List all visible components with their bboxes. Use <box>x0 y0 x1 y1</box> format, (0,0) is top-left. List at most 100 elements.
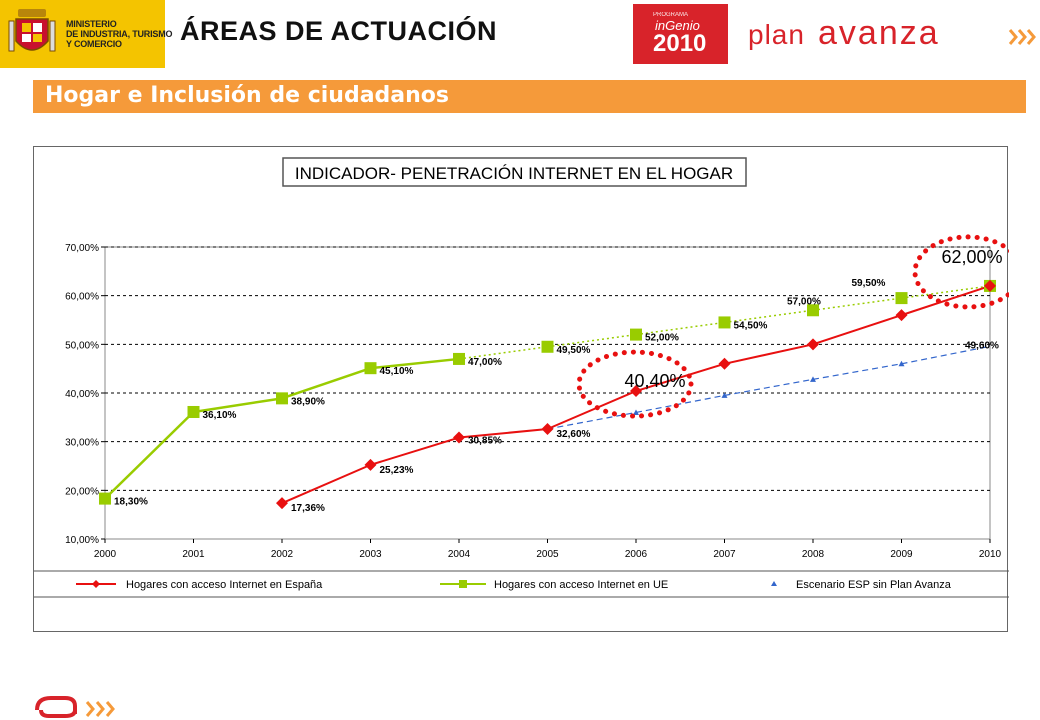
spain-diamond-marker <box>630 385 642 398</box>
data-label: 38,90% <box>291 396 325 407</box>
data-label: 54,50% <box>734 320 768 331</box>
y-axis-ticks: 10,00% 20,00% 30,00% 40,00% 50,00% 60,00% 70,0… <box>65 243 105 546</box>
scenario-triangle-marker <box>633 409 639 415</box>
highlight-label: 62,00% <box>941 247 1002 267</box>
plan-logo-plan: plan <box>748 19 805 50</box>
legend-label: Escenario ESP sin Plan Avanza <box>796 579 952 591</box>
page-title: ÁREAS DE ACTUACIÓN <box>180 16 498 46</box>
eu-square-marker <box>99 492 111 505</box>
scenario-triangle-marker <box>721 392 728 398</box>
ingenio-2010-logo: PROGRAMA inGenio 2010 <box>633 4 728 64</box>
avanza-footer-logo <box>35 696 115 718</box>
eu-square-marker <box>541 340 554 353</box>
y-tick-label: 60,00% <box>65 292 99 303</box>
spain-line-segment <box>724 343 814 365</box>
eu-square-marker <box>630 328 642 341</box>
eu-line-segment <box>104 411 195 500</box>
x-tick-label: 2001 <box>182 549 205 560</box>
spain-line-segment <box>635 362 725 393</box>
scenario-line-segment <box>635 394 725 414</box>
y-tick-label: 50,00% <box>65 340 99 351</box>
spain-diamond-marker <box>453 431 465 444</box>
x-tick-label: 2009 <box>890 549 913 560</box>
chevrons-icon <box>1008 29 1036 45</box>
event-logo-year: 2010 <box>653 30 707 57</box>
legend-spain-marker <box>92 580 100 588</box>
spain-line-segment <box>547 390 637 430</box>
spain-diamond-marker <box>276 497 288 510</box>
data-label: 32,60% <box>557 429 591 440</box>
eu-square-marker <box>807 304 819 317</box>
legend-label: Hogares con acceso Internet en España <box>126 579 323 591</box>
y-tick-label: 10,00% <box>65 535 99 546</box>
spain-diamond-marker <box>984 279 996 292</box>
eu-square-marker <box>364 362 377 375</box>
x-tick-label: 2000 <box>94 549 117 560</box>
chart-svg: INDICADOR- PENETRACIÓN INTERNET EN EL HO… <box>34 157 1024 598</box>
eu-square-marker <box>276 392 288 405</box>
spain-diamond-marker <box>718 357 731 370</box>
data-label: 30,85% <box>468 436 502 447</box>
data-label: 57,00% <box>787 296 821 307</box>
highlight-annotations: 40,40% 62,00% <box>576 234 1024 419</box>
event-logo-small-text: PROGRAMA <box>653 12 689 18</box>
x-tick-label: 2007 <box>713 549 736 560</box>
eu-line-segment <box>901 285 991 299</box>
spain-diamond-marker <box>541 423 554 436</box>
highlight-label: 40,40% <box>624 371 685 391</box>
spain-diamond-marker <box>895 309 908 322</box>
y-tick-label: 70,00% <box>65 243 99 254</box>
data-label: 49,50% <box>557 345 591 356</box>
plan-logo-avanza: avanza <box>818 14 940 52</box>
data-label: 45,10% <box>380 366 414 377</box>
scenario-line-segment <box>812 363 902 380</box>
event-logo-word: inGenio <box>655 18 700 33</box>
scenario-triangle-marker <box>810 376 816 382</box>
ministry-line-1: MINISTERIO <box>66 19 117 29</box>
series-markers <box>99 279 996 510</box>
spain-line-segment <box>281 463 371 505</box>
coat-of-arms-icon <box>8 9 56 52</box>
data-label: 18,30% <box>114 497 148 508</box>
x-tick-label: 2003 <box>359 549 382 560</box>
section-title: Hogar e Inclusión de ciudadanos <box>45 83 450 108</box>
data-label: 52,00% <box>645 333 679 344</box>
eu-line-segment <box>281 366 371 400</box>
spain-diamond-marker <box>807 338 819 351</box>
section-bar: Hogar e Inclusión de ciudadanos <box>33 80 1026 113</box>
legend-eu-marker <box>459 580 467 588</box>
data-label: 49,60% <box>965 340 999 351</box>
ministry-name: MINISTERIO DE INDUSTRIA, TURISMO Y COMER… <box>66 19 173 49</box>
eu-square-marker <box>895 292 908 305</box>
data-label: 17,36% <box>291 503 325 514</box>
legend-label: Hogares con acceso Internet en UE <box>494 579 668 591</box>
scenario-line-segment <box>901 345 991 365</box>
x-tick-label: 2005 <box>536 549 559 560</box>
series-lines <box>104 284 991 505</box>
x-tick-label: 2006 <box>625 549 648 560</box>
ministry-logo: MINISTERIO DE INDUSTRIA, TURISMO Y COMER… <box>0 0 173 68</box>
x-tick-label: 2004 <box>448 549 471 560</box>
ministry-line-2: DE INDUSTRIA, TURISMO <box>66 29 173 39</box>
scenario-line-segment <box>724 378 814 397</box>
spain-line-segment <box>901 284 991 317</box>
ministry-line-3: Y COMERCIO <box>66 39 122 49</box>
spain-line-segment <box>812 314 902 346</box>
chart-title: INDICADOR- PENETRACIÓN INTERNET EN EL HO… <box>295 164 733 183</box>
spain-line-segment <box>458 428 548 439</box>
chart-frame: INDICADOR- PENETRACIÓN INTERNET EN EL HO… <box>33 146 1024 632</box>
legend-scenario-marker <box>771 581 777 586</box>
spain-line-segment <box>370 436 460 466</box>
spain-diamond-marker <box>364 458 377 471</box>
eu-square-marker <box>453 352 465 365</box>
data-label: 59,50% <box>852 278 886 289</box>
eu-line-segment <box>370 357 460 370</box>
y-tick-label: 30,00% <box>65 438 99 449</box>
eu-line-segment <box>812 297 902 312</box>
scenario-triangle-marker <box>898 360 905 367</box>
data-label: 47,00% <box>468 357 502 368</box>
plan-avanza-logo: plan avanza <box>748 14 1036 52</box>
data-label: 36,10% <box>203 410 237 421</box>
data-label: 25,23% <box>380 465 414 476</box>
eu-line-segment <box>193 397 283 414</box>
